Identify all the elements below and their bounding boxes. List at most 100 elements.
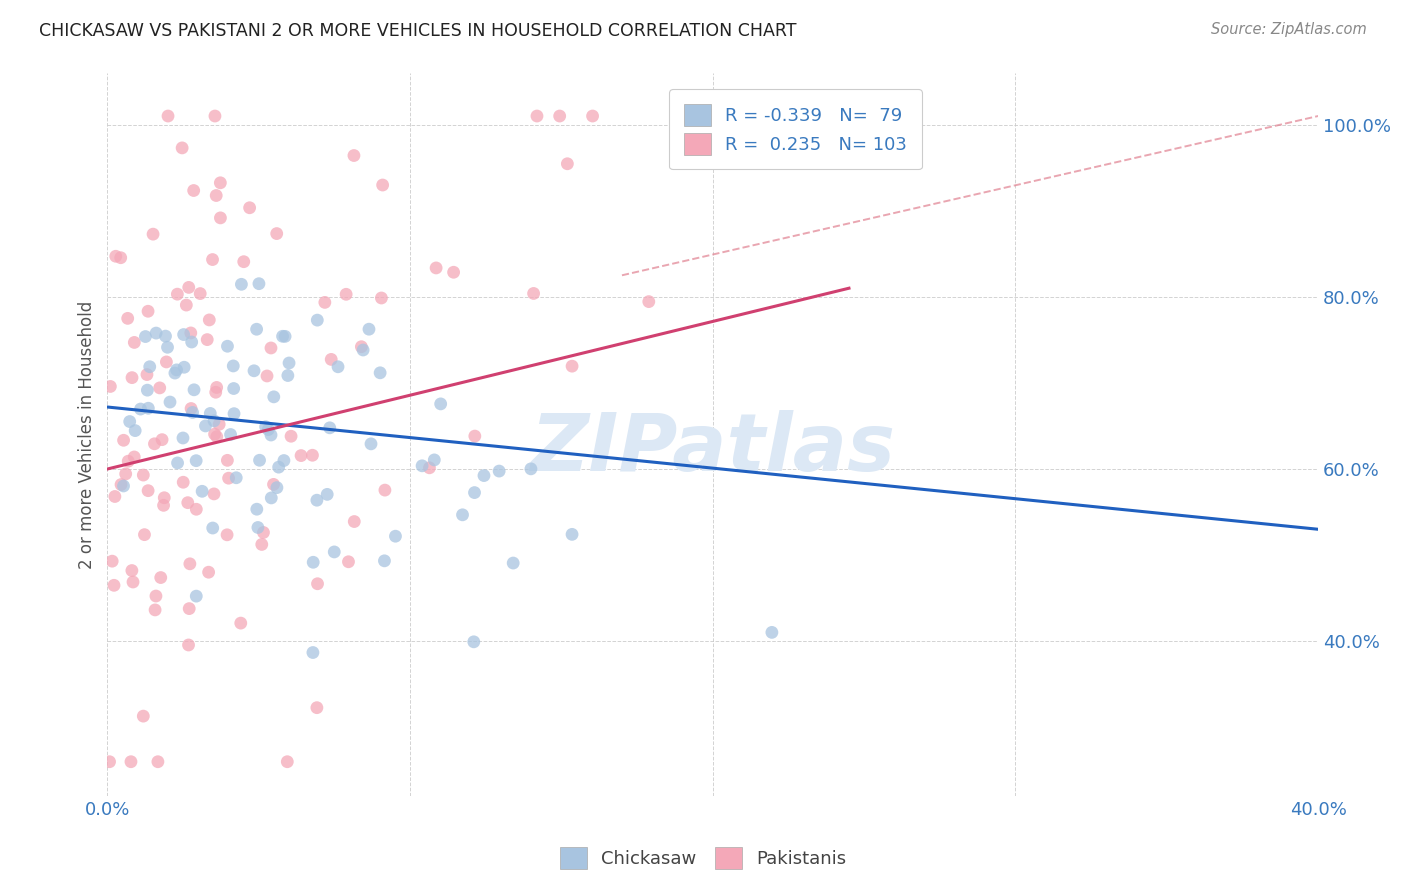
Point	[319, 421, 342, 435]
Y-axis label: 2 or more Vehicles in Household: 2 or more Vehicles in Household	[79, 301, 96, 569]
Point	[761, 625, 783, 640]
Point	[172, 141, 194, 155]
Point	[120, 755, 142, 769]
Point	[150, 433, 173, 447]
Point	[548, 109, 571, 123]
Point	[134, 329, 156, 343]
Point	[225, 471, 247, 485]
Point	[104, 490, 127, 504]
Point	[302, 555, 325, 569]
Point	[472, 468, 495, 483]
Point	[371, 178, 394, 192]
Point	[124, 335, 146, 350]
Point	[173, 360, 195, 375]
Point	[166, 363, 188, 377]
Point	[155, 329, 177, 343]
Point	[194, 419, 217, 434]
Point	[195, 333, 218, 347]
Point	[122, 574, 145, 589]
Point	[305, 700, 328, 714]
Point	[124, 424, 146, 438]
Point	[370, 291, 392, 305]
Point	[246, 502, 269, 516]
Point	[198, 313, 221, 327]
Point	[117, 454, 139, 468]
Point	[166, 456, 188, 470]
Point	[229, 616, 252, 631]
Point	[266, 227, 288, 241]
Point	[136, 401, 159, 416]
Point	[156, 340, 179, 354]
Point	[301, 448, 323, 462]
Point	[252, 525, 274, 540]
Point	[132, 468, 155, 483]
Point	[186, 502, 208, 516]
Point	[180, 326, 202, 340]
Point	[502, 556, 524, 570]
Legend: R = -0.339   N=  79, R =  0.235   N= 103: R = -0.339 N= 79, R = 0.235 N= 103	[669, 89, 922, 169]
Point	[183, 383, 205, 397]
Text: CHICKASAW VS PAKISTANI 2 OR MORE VEHICLES IN HOUSEHOLD CORRELATION CHART: CHICKASAW VS PAKISTANI 2 OR MORE VEHICLE…	[39, 22, 797, 40]
Point	[271, 329, 294, 343]
Point	[260, 341, 283, 355]
Point	[343, 515, 366, 529]
Point	[142, 227, 165, 241]
Point	[360, 437, 382, 451]
Point	[204, 427, 226, 442]
Point	[263, 477, 285, 491]
Point	[112, 479, 135, 493]
Point	[136, 383, 159, 397]
Point	[243, 364, 266, 378]
Point	[163, 366, 186, 380]
Point	[581, 109, 603, 123]
Point	[204, 385, 226, 400]
Point	[247, 277, 270, 291]
Point	[112, 434, 135, 448]
Point	[314, 295, 336, 310]
Point	[114, 467, 136, 481]
Point	[352, 343, 374, 357]
Point	[263, 390, 285, 404]
Point	[136, 483, 159, 498]
Point	[180, 334, 202, 349]
Point	[186, 453, 208, 467]
Point	[222, 407, 245, 421]
Point	[246, 520, 269, 534]
Point	[276, 755, 298, 769]
Point	[249, 453, 271, 467]
Point	[159, 395, 181, 409]
Point	[561, 359, 583, 373]
Point	[205, 430, 228, 444]
Point	[209, 176, 232, 190]
Point	[143, 437, 166, 451]
Point	[217, 453, 239, 467]
Point	[463, 635, 485, 649]
Point	[98, 755, 121, 769]
Point	[136, 368, 159, 382]
Point	[326, 359, 349, 374]
Point	[488, 464, 510, 478]
Point	[256, 368, 278, 383]
Point	[463, 485, 485, 500]
Point	[173, 327, 195, 342]
Point	[267, 460, 290, 475]
Point	[117, 311, 139, 326]
Point	[191, 484, 214, 499]
Point	[201, 252, 224, 267]
Point	[280, 429, 302, 443]
Point	[305, 493, 328, 508]
Point	[152, 499, 174, 513]
Point	[231, 277, 253, 292]
Point	[103, 578, 125, 592]
Point	[179, 557, 201, 571]
Point	[373, 554, 395, 568]
Point	[172, 431, 194, 445]
Point	[104, 249, 127, 263]
Point	[217, 528, 239, 542]
Point	[323, 545, 346, 559]
Point	[374, 483, 396, 497]
Point	[155, 355, 177, 369]
Legend: Chickasaw, Pakistanis: Chickasaw, Pakistanis	[553, 839, 853, 876]
Point	[98, 379, 121, 393]
Point	[423, 453, 446, 467]
